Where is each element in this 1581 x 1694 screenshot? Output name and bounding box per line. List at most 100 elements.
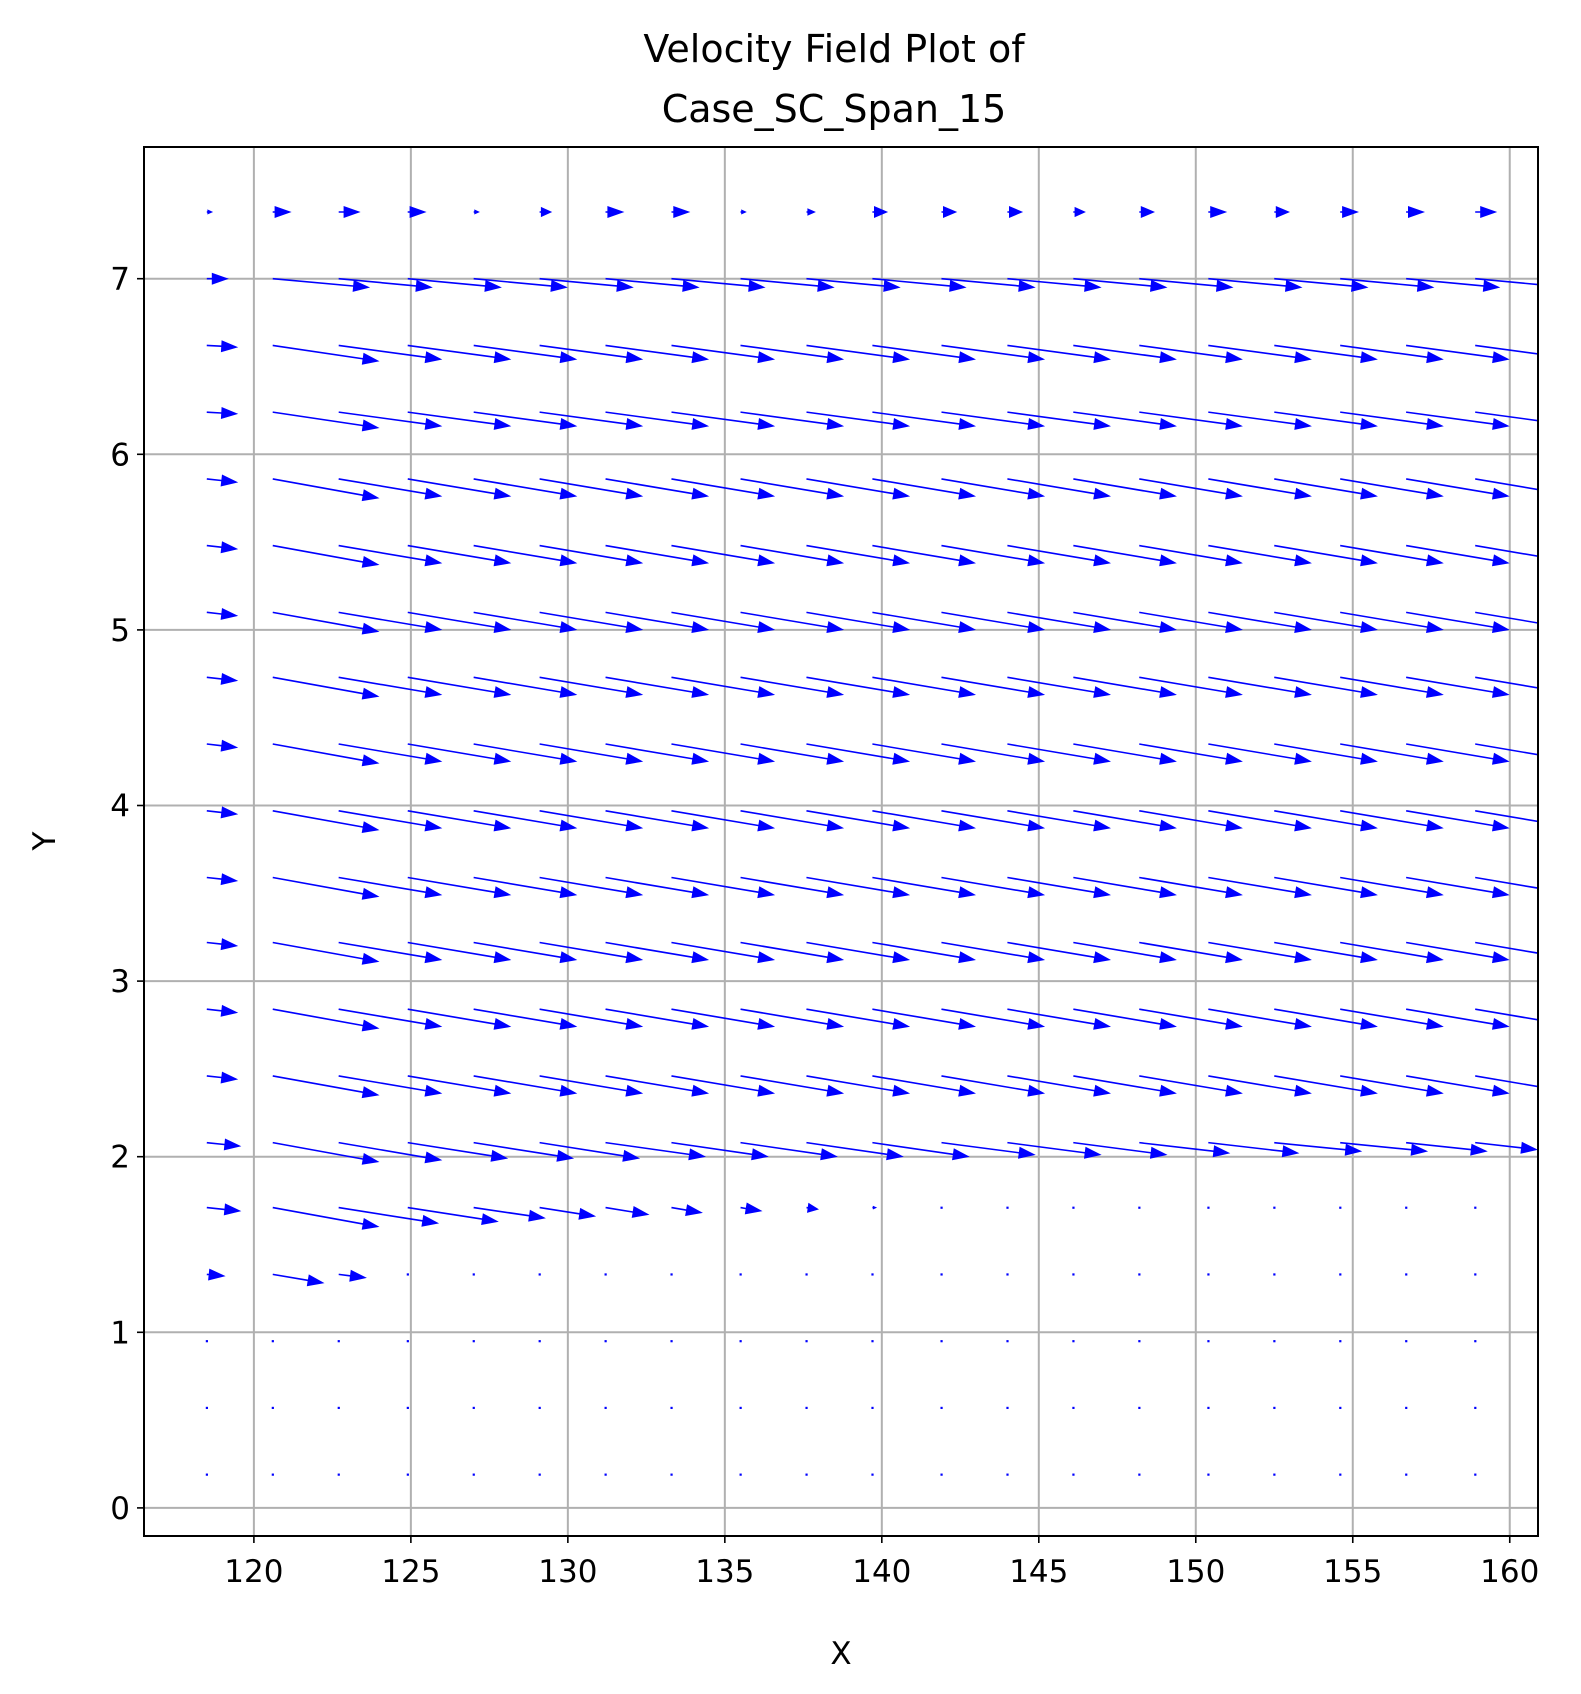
velocity-arrow <box>1007 676 1111 698</box>
velocity-arrow <box>473 876 578 899</box>
y-tick-label: 4 <box>110 789 130 825</box>
velocity-arrow <box>1208 411 1312 430</box>
velocity-arrow <box>806 743 911 765</box>
velocity-arrow <box>740 478 845 500</box>
velocity-arrow <box>1475 810 1538 823</box>
velocity-arrow <box>872 1075 976 1097</box>
velocity-arrow <box>671 206 691 218</box>
velocity-arrow <box>1339 1473 1342 1476</box>
velocity-arrow <box>407 1075 512 1097</box>
velocity-arrow <box>604 1473 607 1476</box>
velocity-arrow <box>539 1008 644 1030</box>
y-tick-label: 0 <box>110 1491 130 1527</box>
velocity-arrow <box>1207 1273 1210 1276</box>
velocity-arrow <box>473 411 578 430</box>
velocity-arrow <box>1007 411 1111 430</box>
velocity-arrow <box>1208 676 1312 698</box>
velocity-arrow <box>538 1406 541 1410</box>
velocity-arrow <box>871 1473 874 1476</box>
velocity-arrow <box>272 411 380 432</box>
velocity-arrow <box>338 1008 443 1030</box>
velocity-arrow <box>1006 1406 1009 1410</box>
velocity-arrow <box>604 1273 607 1276</box>
velocity-arrow <box>872 876 976 899</box>
velocity-arrow <box>605 478 710 500</box>
velocity-arrow <box>1208 743 1312 765</box>
velocity-arrow <box>671 544 776 567</box>
velocity-arrow <box>806 611 911 633</box>
velocity-arrow <box>1475 206 1498 218</box>
velocity-arrow <box>1405 1340 1408 1343</box>
velocity-arrow <box>605 206 625 218</box>
velocity-arrow <box>1073 344 1177 364</box>
velocity-arrow <box>605 277 700 292</box>
velocity-arrow <box>1340 344 1444 364</box>
velocity-arrow <box>407 277 502 292</box>
velocity-arrow <box>407 544 512 567</box>
velocity-arrow <box>671 676 776 698</box>
velocity-arrow <box>1007 743 1111 765</box>
velocity-arrow <box>1339 1406 1342 1410</box>
velocity-arrow <box>206 1071 239 1084</box>
velocity-arrow <box>338 941 443 964</box>
velocity-arrow <box>940 1206 943 1209</box>
velocity-arrow <box>1072 1406 1075 1410</box>
velocity-arrow <box>539 478 644 500</box>
velocity-arrow <box>539 1206 597 1220</box>
velocity-arrow <box>539 611 644 633</box>
velocity-arrow <box>272 478 380 502</box>
velocity-arrow <box>1139 206 1155 218</box>
plot-frame <box>143 146 1539 1537</box>
velocity-arrow <box>1073 810 1177 832</box>
velocity-arrow <box>806 411 911 430</box>
velocity-arrow <box>605 810 710 832</box>
velocity-arrow <box>806 478 911 500</box>
velocity-arrow <box>272 676 380 700</box>
velocity-arrow <box>206 938 239 951</box>
velocity-arrow <box>206 1203 242 1216</box>
velocity-arrow <box>605 1008 710 1030</box>
velocity-arrow <box>806 810 911 832</box>
velocity-arrow <box>739 1406 742 1410</box>
velocity-arrow <box>272 277 371 292</box>
velocity-arrow <box>472 1273 475 1276</box>
velocity-arrow <box>1274 411 1378 430</box>
velocity-arrow <box>1474 1406 1477 1410</box>
velocity-arrow <box>473 941 578 964</box>
velocity-arrow <box>740 411 845 430</box>
velocity-arrow <box>740 1075 845 1097</box>
velocity-arrow <box>671 344 776 364</box>
velocity-arrow <box>1475 611 1538 624</box>
velocity-arrow <box>338 1269 367 1282</box>
velocity-arrow <box>671 743 776 765</box>
x-tick-label: 120 <box>224 1554 283 1590</box>
velocity-arrow <box>1406 478 1510 500</box>
velocity-arrow <box>605 1141 706 1161</box>
velocity-arrow <box>406 1473 409 1476</box>
velocity-arrow <box>1208 941 1312 964</box>
velocity-arrow <box>206 1138 242 1151</box>
velocity-arrow <box>1072 1340 1075 1343</box>
velocity-arrow <box>1208 876 1312 899</box>
y-axis-label: Y <box>27 831 63 851</box>
velocity-arrow <box>1475 1141 1538 1154</box>
velocity-arrow <box>472 1406 475 1410</box>
x-tick-label: 160 <box>1480 1554 1539 1590</box>
velocity-arrow <box>1475 344 1538 355</box>
velocity-arrow <box>1273 1406 1276 1410</box>
velocity-arrow <box>740 344 845 364</box>
velocity-arrow <box>1339 1340 1342 1343</box>
velocity-arrow <box>1340 1075 1444 1097</box>
velocity-arrow <box>539 411 644 430</box>
velocity-arrow <box>1208 1075 1312 1097</box>
velocity-arrow <box>1340 810 1444 832</box>
velocity-arrow <box>337 1406 340 1410</box>
quiver-arrows <box>205 206 1538 1476</box>
velocity-arrow <box>806 941 911 964</box>
velocity-arrow <box>1139 344 1243 364</box>
velocity-arrow <box>941 743 1046 765</box>
velocity-arrow <box>1405 1473 1408 1476</box>
velocity-arrow <box>740 876 845 899</box>
velocity-arrow <box>1007 941 1111 964</box>
velocity-arrow <box>338 1075 443 1097</box>
